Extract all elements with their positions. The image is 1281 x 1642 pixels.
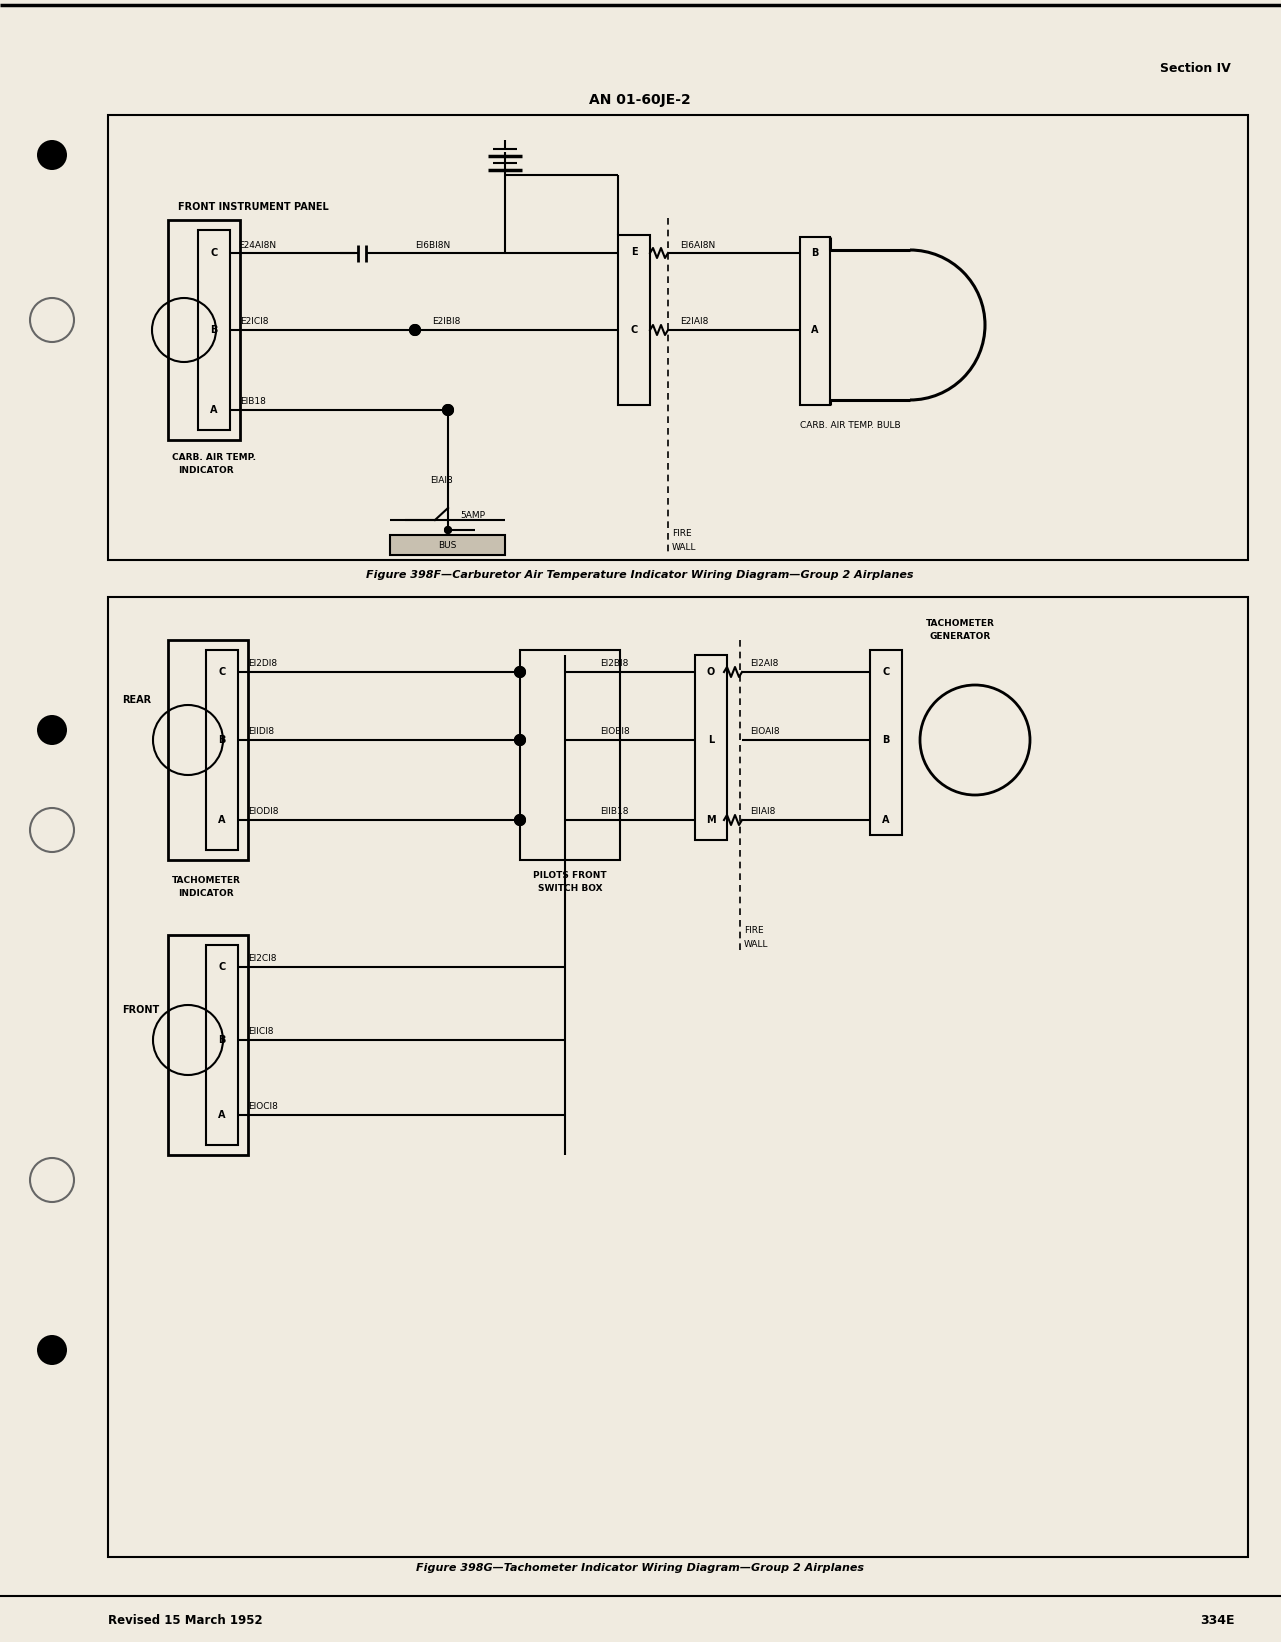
Text: EIAI8: EIAI8 [430, 476, 452, 484]
Text: FIRE: FIRE [673, 529, 692, 537]
Circle shape [410, 325, 420, 335]
Text: FRONT INSTRUMENT PANEL: FRONT INSTRUMENT PANEL [178, 202, 329, 212]
Text: EIB18: EIB18 [240, 396, 266, 406]
Text: A: A [883, 814, 890, 824]
Text: SWITCH BOX: SWITCH BOX [538, 883, 602, 893]
Text: WALL: WALL [744, 939, 769, 949]
Text: EI2BI8: EI2BI8 [600, 658, 629, 668]
Text: E24AI8N: E24AI8N [238, 240, 277, 250]
Text: EIOAI8: EIOAI8 [749, 726, 780, 736]
Bar [168, 640, 249, 860]
Text: REAR: REAR [122, 695, 151, 704]
Text: O: O [707, 667, 715, 677]
Text: FIRE: FIRE [744, 926, 763, 934]
Text: INDICATOR: INDICATOR [178, 465, 233, 475]
Text: M: M [706, 814, 716, 824]
Bar [801, 236, 830, 406]
Circle shape [515, 667, 525, 677]
Text: EI6AI8N: EI6AI8N [680, 240, 715, 250]
Text: PILOTS FRONT: PILOTS FRONT [533, 870, 607, 880]
Text: EIOCI8: EIOCI8 [249, 1102, 278, 1110]
Text: B: B [883, 736, 890, 745]
Text: TACHOMETER: TACHOMETER [926, 619, 994, 627]
Text: B: B [218, 1034, 225, 1044]
Text: Figure 398G—Tachometer Indicator Wiring Diagram—Group 2 Airplanes: Figure 398G—Tachometer Indicator Wiring … [416, 1563, 863, 1573]
Bar [696, 655, 728, 841]
Text: B: B [218, 736, 225, 745]
Text: A: A [218, 1110, 225, 1120]
Text: E2IBI8: E2IBI8 [432, 317, 460, 325]
Text: E2ICI8: E2ICI8 [240, 317, 269, 325]
Bar [108, 115, 1248, 560]
Text: INDICATOR: INDICATOR [178, 888, 233, 898]
Text: GENERATOR: GENERATOR [930, 632, 990, 640]
Text: EI6BI8N: EI6BI8N [415, 240, 450, 250]
Circle shape [515, 814, 525, 824]
Bar [520, 650, 620, 860]
Text: A: A [210, 406, 218, 415]
Text: A: A [811, 325, 819, 335]
Bar [870, 650, 902, 836]
Text: 334E: 334E [1200, 1614, 1235, 1627]
Text: EI2AI8: EI2AI8 [749, 658, 779, 668]
Text: 5AMP: 5AMP [460, 511, 485, 519]
Text: EI2DI8: EI2DI8 [249, 658, 277, 668]
Text: A: A [218, 814, 225, 824]
Circle shape [37, 1335, 67, 1365]
Text: EIICI8: EIICI8 [249, 1026, 274, 1036]
Text: EIIAI8: EIIAI8 [749, 806, 775, 816]
Bar [389, 535, 505, 555]
Text: EIODI8: EIODI8 [249, 806, 278, 816]
Text: WALL: WALL [673, 542, 697, 552]
Bar [168, 220, 240, 440]
Text: Section IV: Section IV [1161, 61, 1231, 74]
Circle shape [37, 140, 67, 171]
Text: C: C [630, 325, 638, 335]
Circle shape [443, 406, 453, 415]
Text: EIIDI8: EIIDI8 [249, 726, 274, 736]
Text: C: C [218, 667, 225, 677]
Bar [199, 230, 231, 430]
Text: B: B [210, 325, 218, 335]
Text: CARB. AIR TEMP. BULB: CARB. AIR TEMP. BULB [801, 420, 901, 430]
Text: Revised 15 March 1952: Revised 15 March 1952 [108, 1614, 263, 1627]
Bar [108, 598, 1248, 1557]
Text: B: B [811, 248, 819, 258]
Text: TACHOMETER: TACHOMETER [172, 875, 241, 885]
Text: EIIB18: EIIB18 [600, 806, 629, 816]
Text: C: C [883, 667, 889, 677]
Text: E: E [630, 246, 638, 258]
Circle shape [515, 736, 525, 745]
Text: E2IAI8: E2IAI8 [680, 317, 708, 325]
Bar [206, 650, 238, 851]
Text: FRONT: FRONT [122, 1005, 159, 1015]
Circle shape [37, 714, 67, 745]
Text: EIOBI8: EIOBI8 [600, 726, 630, 736]
Text: EI2CI8: EI2CI8 [249, 954, 277, 962]
Text: C: C [210, 248, 218, 258]
Text: BUS: BUS [438, 540, 456, 550]
Bar [206, 946, 238, 1144]
Bar [617, 235, 649, 406]
Circle shape [445, 527, 451, 534]
Text: CARB. AIR TEMP.: CARB. AIR TEMP. [172, 453, 256, 461]
Bar [168, 934, 249, 1154]
Text: Figure 398F—Carburetor Air Temperature Indicator Wiring Diagram—Group 2 Airplane: Figure 398F—Carburetor Air Temperature I… [366, 570, 913, 580]
Text: C: C [218, 962, 225, 972]
Text: L: L [708, 736, 714, 745]
Text: AN 01-60JE-2: AN 01-60JE-2 [589, 94, 690, 107]
